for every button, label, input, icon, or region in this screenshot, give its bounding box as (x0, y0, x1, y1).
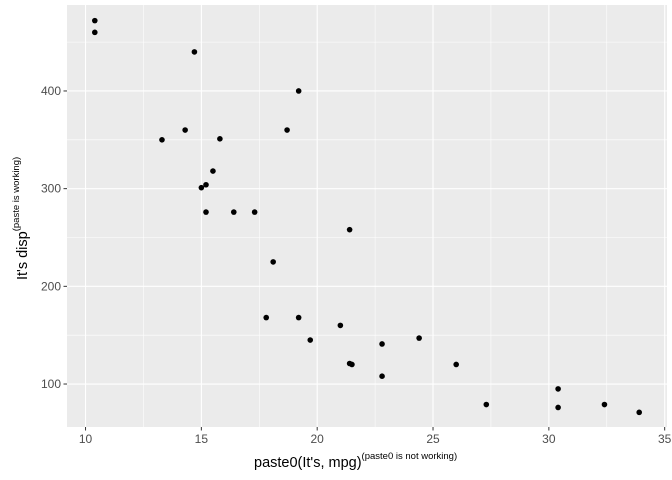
y-axis-title: It's disp(paste is working) (11, 157, 31, 280)
x-axis-title-main: paste0(It's, mpg) (254, 455, 362, 471)
data-point (91, 29, 98, 36)
data-point (416, 335, 422, 341)
data-point (555, 404, 561, 411)
data-point (203, 181, 209, 188)
data-point (379, 373, 385, 380)
data-point (263, 314, 270, 321)
data-point (203, 209, 209, 215)
data-point (346, 226, 353, 233)
x-axis-title-superscript: (paste0 is not working) (362, 451, 458, 462)
data-point (230, 209, 237, 215)
data-point (483, 401, 490, 408)
y-axis-title-main: It's disp (15, 231, 31, 280)
data-point (337, 322, 344, 329)
data-point (601, 401, 608, 408)
y-axis-ticks: 100 200 300 400 (41, 84, 67, 391)
data-point (198, 184, 205, 191)
data-point (91, 17, 98, 24)
x-tick-label: 20 (311, 432, 325, 446)
x-tick-label: 10 (79, 432, 93, 446)
y-tick-label: 300 (41, 182, 61, 196)
x-tick-label: 15 (195, 432, 209, 446)
x-axis-ticks: 10 15 20 25 30 35 (79, 427, 672, 446)
minor-gridlines (67, 5, 667, 427)
data-point (191, 49, 198, 55)
plot-panel (67, 5, 667, 427)
data-point (159, 137, 165, 143)
x-tick-label: 25 (426, 432, 440, 446)
data-point (210, 168, 216, 174)
data-point (379, 341, 385, 347)
y-axis-title-superscript: (paste is working) (11, 157, 22, 231)
x-tick-label: 30 (542, 432, 556, 446)
data-point (453, 361, 459, 368)
data-point (251, 209, 258, 215)
major-gridlines (67, 5, 667, 427)
data-point (284, 127, 290, 133)
data-point (295, 314, 302, 321)
y-tick-label: 200 (41, 279, 61, 293)
y-tick-label: 400 (41, 84, 61, 98)
data-point (295, 88, 302, 94)
data-point (217, 136, 223, 142)
x-tick-label: 35 (658, 432, 672, 446)
data-point (349, 361, 355, 368)
y-tick-label: 100 (41, 377, 61, 391)
data-point (636, 409, 643, 416)
data-points (91, 17, 643, 416)
x-axis-title: paste0(It's, mpg)(paste0 is not working) (254, 451, 457, 471)
data-point (182, 127, 188, 133)
data-point (307, 337, 314, 343)
data-point (270, 259, 276, 265)
data-point (555, 386, 561, 392)
